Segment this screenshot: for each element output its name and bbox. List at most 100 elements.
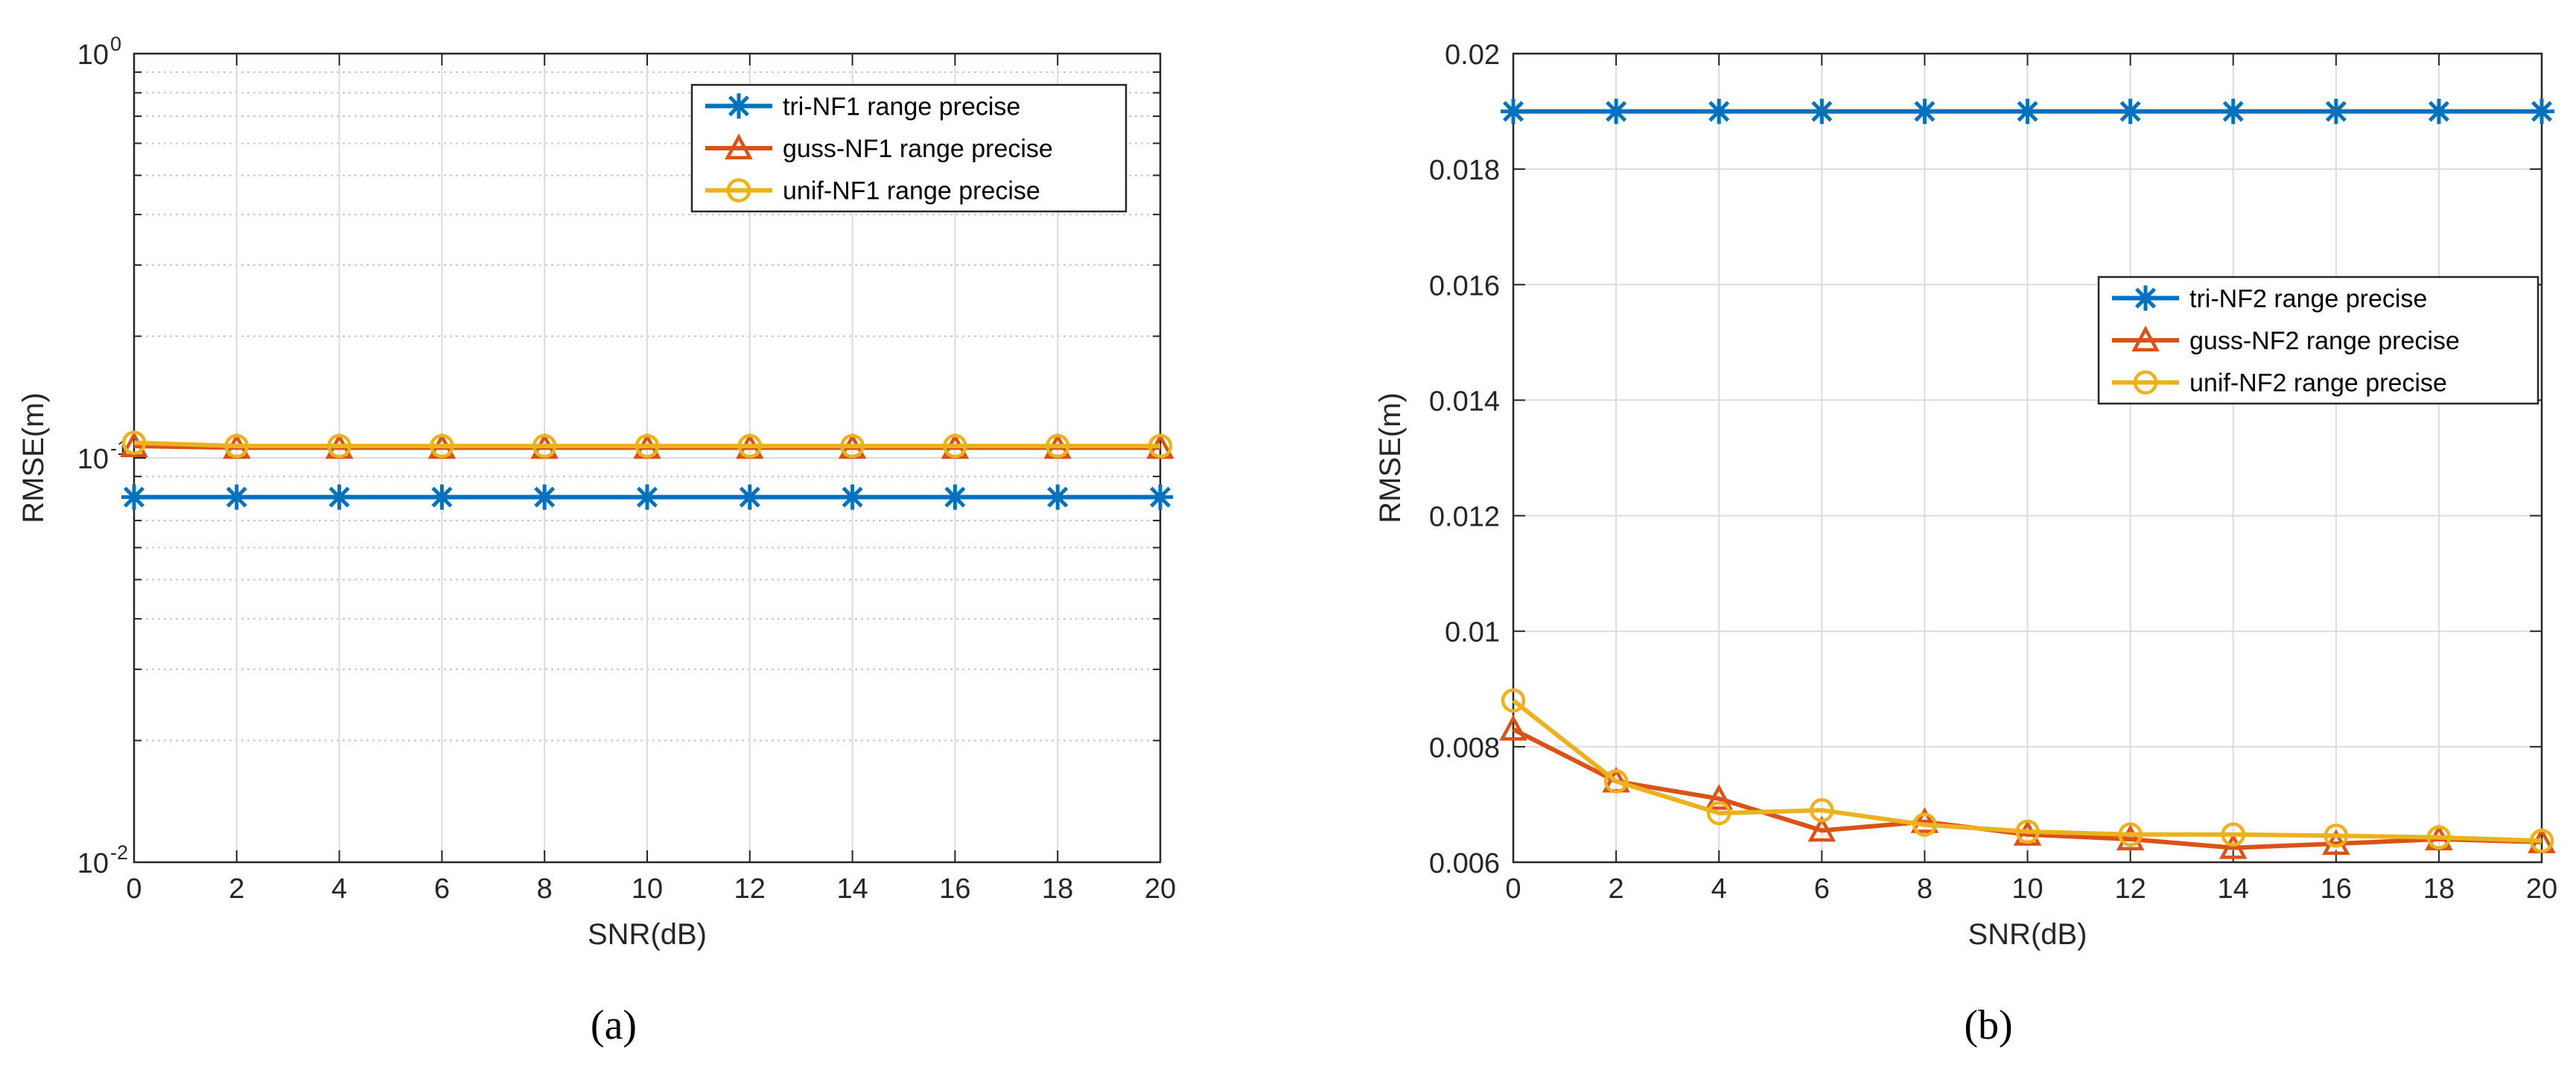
panel-b-axes-box [1512,52,2543,864]
panel-b-series-asterisk-point [1706,98,1732,124]
panel-b-series-circle-point [1810,797,1834,823]
panel-a-x-axis-label: SNR(dB) [588,918,707,951]
panel-b-series-asterisk-point [2529,98,2554,124]
panel-a-series-asterisk-point [1045,484,1071,510]
panel-b-series-asterisk-point [2426,98,2452,124]
panel-a-series-circle-point [943,433,967,459]
panel-b-x-tick-label: 2 [1609,873,1624,905]
panel-a-x-tick-label: 0 [126,873,141,905]
panel-a-legend-label: tri-NF1 range precise [783,92,1020,121]
panel-a-legend-marker [726,178,751,203]
panel-b-series-circle-point [2426,825,2452,850]
panel-b-series-asterisk-point [1809,98,1835,124]
panel-b-y-tick-label: 0.008 [1429,733,1500,764]
panel-b-x-tick-label: 16 [2321,873,2352,905]
panel-b-legend: tri-NF2 range precise guss-NF2 range prec… [2097,275,2540,405]
panel-a-legend-marker [725,133,753,159]
panel-a-series-circle-point [327,433,352,459]
panel-b-y-tick-label: 0.014 [1429,386,1500,417]
panel-b-series-asterisk-point [2014,98,2041,124]
panel-a-series-circle-point [1148,433,1173,459]
panel-a-series-circle-point [635,433,660,459]
caption-b: (b) [1964,1002,2012,1048]
panel-b-y-tick-label: 0.012 [1429,502,1500,533]
panel-a-x-tick-label: 14 [836,873,868,905]
panel-b-series-asterisk-point [1603,98,1629,124]
panel-b-x-axis-label: SNR(dB) [1968,918,2087,951]
panel-a-y-tick-label-base: 10 [77,39,109,71]
panel-b-x-tick-label: 12 [2114,873,2146,905]
panel-a-x-tick-label: 10 [632,873,663,905]
panel-a-x-tick-label: 12 [734,873,766,905]
panel-b-series-circle-point [1912,812,1937,837]
panel-a-y-tick-label: 10 -2 [77,841,128,879]
panel-b-series-asterisk-point [1501,98,1526,124]
panel-a-series-circle-point [532,433,557,459]
panel-b-y-tick-label: 0.018 [1429,155,1500,186]
panel-b-series-triangle-line [1512,727,2542,850]
caption-a: (a) [591,1002,637,1048]
panel-a-series-asterisk-point [1148,484,1173,510]
panel-a-series-asterisk-point [326,484,352,510]
panel-b-x-tick-label: 6 [1814,873,1830,905]
panel-a-x-tick-label: 20 [1145,873,1176,905]
panel-a-x-tick-label: 6 [434,873,450,905]
panel-b-series-circle-line [1512,698,2542,844]
panel-a-legend-label: guss-NF1 range precise [783,135,1053,163]
panel-b-legend-label: guss-NF2 range precise [2189,327,2460,355]
panel-a-series-asterisk-point [121,484,147,510]
panel-b-x-tick-label: 14 [2218,873,2249,905]
panel-a-series-asterisk-point [635,484,660,510]
panel-a-y-tick-label-base: 10 [77,848,109,879]
panel-b-series-asterisk-point [2323,98,2349,124]
panel-b-series-triangle-point [1807,815,1836,842]
panel-b-y-axis-label: RMSE(m) [1374,392,1407,523]
panel-b-series-asterisk-point [1912,98,1938,124]
panel-a-series-asterisk-point [429,484,455,510]
panel-a-x-tick-label: 16 [939,873,970,905]
panel-b-x-tick-label: 8 [1917,873,1933,905]
panel-b-series-circle-point [2015,819,2040,844]
panel-a-series-circle-line [133,440,1160,449]
panel-b-series-circle-point [2324,824,2349,848]
panel-a-series-asterisk-point [942,484,968,510]
panel-b-x-tick-label: 4 [1711,873,1727,905]
panel-a-series-circle-point [737,433,763,459]
panel-b-x-tick-label: 20 [2526,873,2557,905]
panel-b-series-circle-point [2118,822,2143,847]
panel-b-series-triangle-point [2219,832,2248,859]
panel-a-y-tick-label-base: 10 [77,444,109,475]
panel-b-legend-label: tri-NF2 range precise [2189,284,2427,313]
panel-a-y-tick-label: 10 0 [77,33,121,71]
panel-b-series-circle-point [1501,688,1526,713]
panel-a-x-tick-label: 8 [537,873,553,905]
panel-a-series-asterisk-point [532,484,558,510]
panel-a-series-asterisk-point [737,484,763,510]
panel-b-x-tick-label: 18 [2423,873,2455,905]
panel-a-y-axis-label: RMSE(m) [17,392,50,523]
panel-b-y-tick-label: 0.01 [1445,617,1500,649]
panel-b-series-circle-point [1603,769,1629,794]
panel-b-legend-marker [2131,325,2160,351]
panel-b-series-asterisk-point [2117,98,2143,124]
panel-a-x-tick-label: 2 [229,873,244,905]
panel-b-legend-label: unif-NF2 range precise [2189,369,2447,398]
panel-a-series-circle-point [430,433,454,459]
panel-b-y-tick-label: 0.006 [1429,848,1500,879]
panel-a-series-circle-point [121,430,147,455]
panel-a-series-asterisk-point [839,484,865,510]
panel-a-legend-label: unif-NF1 range precise [783,177,1040,206]
panel-b-series-asterisk-point [2220,98,2246,124]
panel-b-series-circle-point [2221,822,2245,847]
panel-b-y-tick-label: 0.02 [1445,39,1500,71]
panel-a-series-circle-point [224,433,249,459]
panel-a-y-tick-label: 10 -1 [77,437,128,475]
panel-a-legend: tri-NF1 range precise guss-NF1 range prec… [690,83,1128,213]
panel-a-series-circle-point [840,433,865,459]
panel-b-series-triangle-point [1910,806,1939,833]
panel-b-series-circle-point [2529,829,2554,853]
panel-b-series-circle-point [1706,800,1731,826]
